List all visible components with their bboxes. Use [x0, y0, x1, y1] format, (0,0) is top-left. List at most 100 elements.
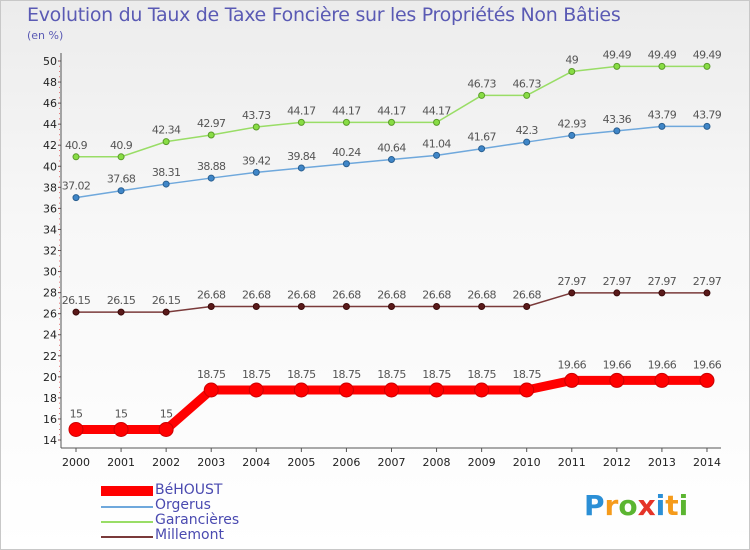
data-point: [342, 303, 350, 311]
y-minor-tick: [59, 318, 60, 320]
y-minor-tick: [59, 197, 60, 199]
data-point: [478, 145, 486, 153]
data-point: [72, 194, 80, 202]
series-layer: 40.9 40.9 42.34 42.97 43.73 44.17 44.17 44.17 44…: [62, 48, 722, 437]
data-label: 39.42: [242, 154, 271, 167]
y-minor-tick: [59, 402, 60, 404]
y-tick-label: 22: [43, 350, 57, 363]
y-tick-label: 18: [43, 392, 57, 405]
y-minor-tick: [59, 65, 60, 67]
series-orgerus: 37.02 37.68 38.31 38.88 39.42 39.84 40.24 40.64…: [62, 108, 722, 202]
data-label: 18.75: [197, 368, 226, 381]
y-minor-tick: [59, 244, 60, 246]
y-tick-label: 28: [43, 287, 57, 300]
y-tick-label: 26: [43, 308, 57, 321]
legend-swatch: [101, 486, 153, 496]
y-minor-tick: [59, 239, 60, 241]
data-label: 40.64: [377, 142, 406, 155]
y-minor-tick: [59, 428, 60, 430]
data-label: 26.15: [107, 294, 136, 307]
x-tick-label: 2009: [468, 456, 496, 469]
data-label: 19.66: [558, 358, 587, 371]
y-minor-tick: [59, 207, 60, 209]
data-label: 26.68: [377, 289, 406, 302]
y-minor-tick: [59, 134, 60, 136]
data-point: [523, 303, 531, 311]
data-label: 27.97: [693, 275, 722, 288]
data-label: 46.73: [512, 77, 541, 90]
data-point: [297, 118, 305, 126]
y-minor-tick: [59, 397, 60, 399]
data-label: 15: [70, 407, 83, 420]
y-minor-tick: [59, 160, 60, 162]
data-point: [342, 160, 350, 168]
y-minor-tick: [59, 102, 60, 104]
data-point: [568, 289, 576, 297]
y-tick-label: 32: [43, 245, 57, 258]
y-minor-tick: [59, 76, 60, 78]
x-tick-label: 2013: [648, 456, 676, 469]
data-point: [658, 62, 666, 70]
y-minor-tick: [59, 92, 60, 94]
data-point: [72, 153, 80, 161]
data-point: [342, 118, 350, 126]
series-millemont: 26.15 26.15 26.15 26.68 26.68 26.68 26.68 26.68…: [62, 275, 722, 316]
axes: 14 16 18 20 22 24 26 28 30 32 34 36 38 40 42 44 46 48 50 20…: [43, 53, 721, 469]
data-label: 40.24: [332, 146, 361, 159]
data-point: [658, 122, 666, 130]
y-tick-label: 46: [43, 97, 57, 110]
y-minor-tick: [59, 144, 60, 146]
data-label: 19.66: [648, 358, 677, 371]
y-minor-tick: [59, 344, 60, 346]
y-minor-tick: [59, 265, 60, 267]
y-tick-label: 14: [43, 434, 57, 447]
x-tick-label: 2012: [603, 456, 631, 469]
y-minor-tick: [59, 97, 60, 99]
data-point: [158, 421, 174, 437]
data-label: 44.17: [422, 104, 451, 117]
data-label: 37.68: [107, 173, 136, 186]
data-label: 37.02: [62, 180, 91, 193]
data-point: [564, 372, 580, 388]
y-minor-tick: [59, 123, 60, 125]
y-tick-label: 40: [43, 160, 57, 173]
data-point: [658, 289, 666, 297]
data-label: 26.15: [62, 294, 91, 307]
data-point: [297, 164, 305, 172]
data-label: 18.75: [332, 368, 361, 381]
logo-letter: P: [584, 489, 605, 522]
x-tick-label: 2003: [197, 456, 225, 469]
y-tick-label: 20: [43, 371, 57, 384]
data-label: 44.17: [287, 104, 316, 117]
data-point: [387, 118, 395, 126]
data-point: [207, 303, 215, 311]
data-label: 26.68: [467, 289, 496, 302]
data-point: [113, 421, 129, 437]
legend-label: Garancières: [155, 512, 240, 528]
data-label: 41.67: [467, 131, 496, 144]
y-minor-tick: [59, 228, 60, 230]
data-label: 41.04: [422, 137, 451, 150]
unit-label: (en %): [27, 29, 64, 42]
y-minor-tick: [59, 302, 60, 304]
x-tick-label: 2006: [332, 456, 360, 469]
data-label: 38.88: [197, 160, 226, 173]
data-label: 26.68: [287, 289, 316, 302]
data-label: 43.73: [242, 109, 271, 122]
data-label: 18.75: [377, 368, 406, 381]
data-point: [252, 303, 260, 311]
x-tick-label: 2011: [558, 456, 586, 469]
y-tick-label: 44: [43, 118, 57, 131]
y-minor-tick: [59, 155, 60, 157]
y-minor-tick: [59, 376, 60, 378]
y-minor-tick: [59, 260, 60, 262]
y-minor-tick: [59, 434, 60, 436]
y-minor-tick: [59, 307, 60, 309]
x-tick-label: 2001: [107, 456, 135, 469]
series-garancières: 40.9 40.9 42.34 42.97 43.73 44.17 44.17 44.17 44…: [65, 48, 722, 161]
y-minor-tick: [59, 234, 60, 236]
data-label: 18.75: [242, 368, 271, 381]
data-label: 26.15: [152, 294, 181, 307]
y-minor-tick: [59, 149, 60, 151]
